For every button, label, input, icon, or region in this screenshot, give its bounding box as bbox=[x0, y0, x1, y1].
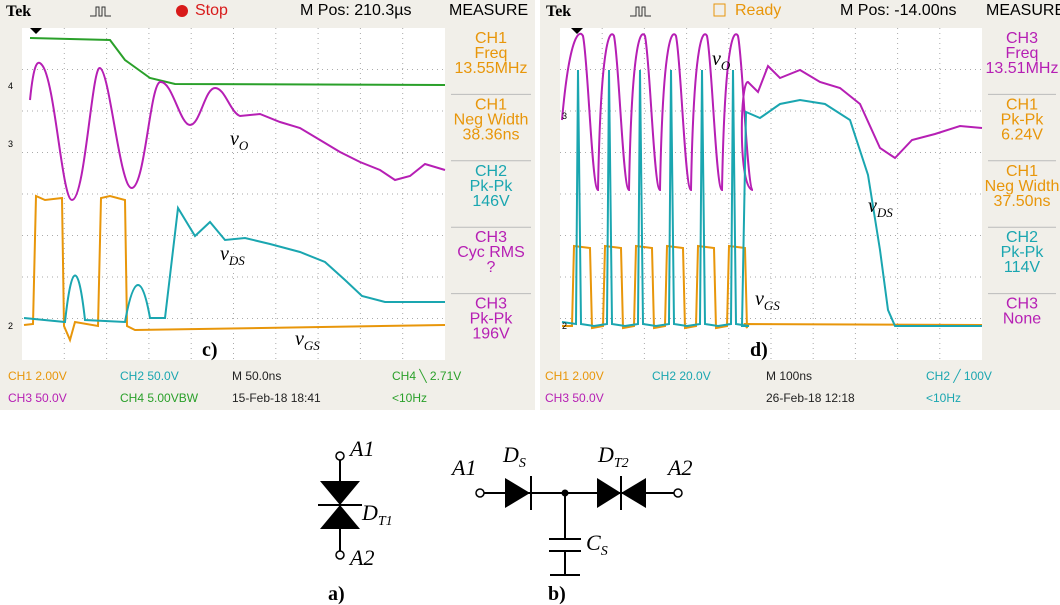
status-icon bbox=[176, 5, 188, 17]
component-label: DT1 bbox=[361, 500, 393, 529]
footer-text: CH4 5.00VBW bbox=[120, 391, 199, 405]
terminal-label: A1 bbox=[450, 455, 476, 480]
trace-label-sub: DS bbox=[876, 205, 893, 220]
measure-title: MEASURE bbox=[449, 2, 528, 19]
footer-text: CH3 50.0V bbox=[545, 391, 604, 405]
component-label: DS bbox=[502, 442, 526, 471]
brand: Tek bbox=[546, 3, 571, 20]
footer-text: CH4 ╲ 2.71V bbox=[392, 368, 461, 383]
terminal-label: A2 bbox=[348, 545, 374, 570]
status: Stop bbox=[195, 2, 228, 19]
channel-marker: 2 bbox=[562, 321, 567, 331]
measure-value: 13.55MHz bbox=[455, 60, 528, 77]
measure-value: 196V bbox=[472, 326, 510, 343]
component-label: DT2 bbox=[597, 442, 629, 471]
footer-text: CH2 50.0V bbox=[120, 369, 179, 383]
measure-value: 114V bbox=[1004, 259, 1041, 276]
trace-label-sub: GS bbox=[304, 338, 320, 353]
panel-label: c) bbox=[202, 339, 218, 361]
panel-label: b) bbox=[548, 583, 566, 605]
trace-label-main: v bbox=[755, 288, 764, 310]
footer-text: <10Hz bbox=[926, 391, 961, 405]
measure-value: 146V bbox=[472, 193, 510, 210]
measure-title: MEASURE bbox=[986, 2, 1060, 19]
footer-text: <10Hz bbox=[392, 391, 427, 405]
footer-text: CH3 50.0V bbox=[8, 391, 67, 405]
component-label: CS bbox=[586, 530, 608, 559]
terminal-label: A2 bbox=[666, 455, 692, 480]
trace-label-main: v bbox=[712, 48, 721, 70]
channel-marker: 4 bbox=[8, 81, 13, 91]
status: Ready bbox=[735, 2, 781, 19]
panel-label: a) bbox=[328, 583, 345, 605]
trace-label-main: v bbox=[230, 128, 239, 150]
footer-text: CH2 20.0V bbox=[652, 369, 711, 383]
trace-label-main: v bbox=[295, 328, 304, 350]
measure-value: ? bbox=[487, 259, 496, 276]
figure: A1 DT1 A2 a) A1 DS DT2 A2 CS b) Tek Stop M… bbox=[0, 0, 1060, 605]
terminal-label: A1 bbox=[348, 436, 374, 461]
measure-name: None bbox=[1003, 311, 1041, 328]
measure-value: 13.51MHz bbox=[986, 60, 1059, 77]
trace-label-sub: O bbox=[721, 58, 731, 73]
trace-label-main: v bbox=[220, 243, 229, 265]
footer-text: 26-Feb-18 12:18 bbox=[766, 391, 855, 405]
footer-text: CH1 2.00V bbox=[545, 369, 604, 383]
position: M Pos: -14.00ns bbox=[840, 2, 957, 19]
footer-text: M 100ns bbox=[766, 369, 812, 383]
circuit-b: A1 DS DT2 A2 CS b) bbox=[450, 442, 692, 605]
measure-value: 37.50ns bbox=[994, 193, 1051, 210]
position: M Pos: 210.3µs bbox=[300, 2, 412, 19]
scope-screen bbox=[22, 28, 445, 360]
trace-label-main: v bbox=[868, 195, 877, 217]
trace-label-sub: DS bbox=[228, 253, 245, 268]
channel-marker: 3 bbox=[8, 139, 13, 149]
footer-text: CH2 ╱ 100V bbox=[926, 368, 992, 383]
channel-marker: 3 bbox=[562, 111, 567, 121]
footer-text: CH1 2.00V bbox=[8, 369, 67, 383]
footer-text: 15-Feb-18 18:41 bbox=[232, 391, 321, 405]
trace-label-sub: O bbox=[239, 138, 249, 153]
channel-marker: 2 bbox=[8, 321, 13, 331]
measure-value: 6.24V bbox=[1001, 126, 1043, 143]
brand: Tek bbox=[6, 3, 31, 20]
panel-label: d) bbox=[750, 339, 768, 361]
footer-text: M 50.0ns bbox=[232, 369, 281, 383]
measure-value: 38.36ns bbox=[463, 126, 520, 143]
circuit-a: A1 DT1 A2 a) bbox=[318, 436, 393, 605]
trace-label-sub: GS bbox=[764, 298, 780, 313]
